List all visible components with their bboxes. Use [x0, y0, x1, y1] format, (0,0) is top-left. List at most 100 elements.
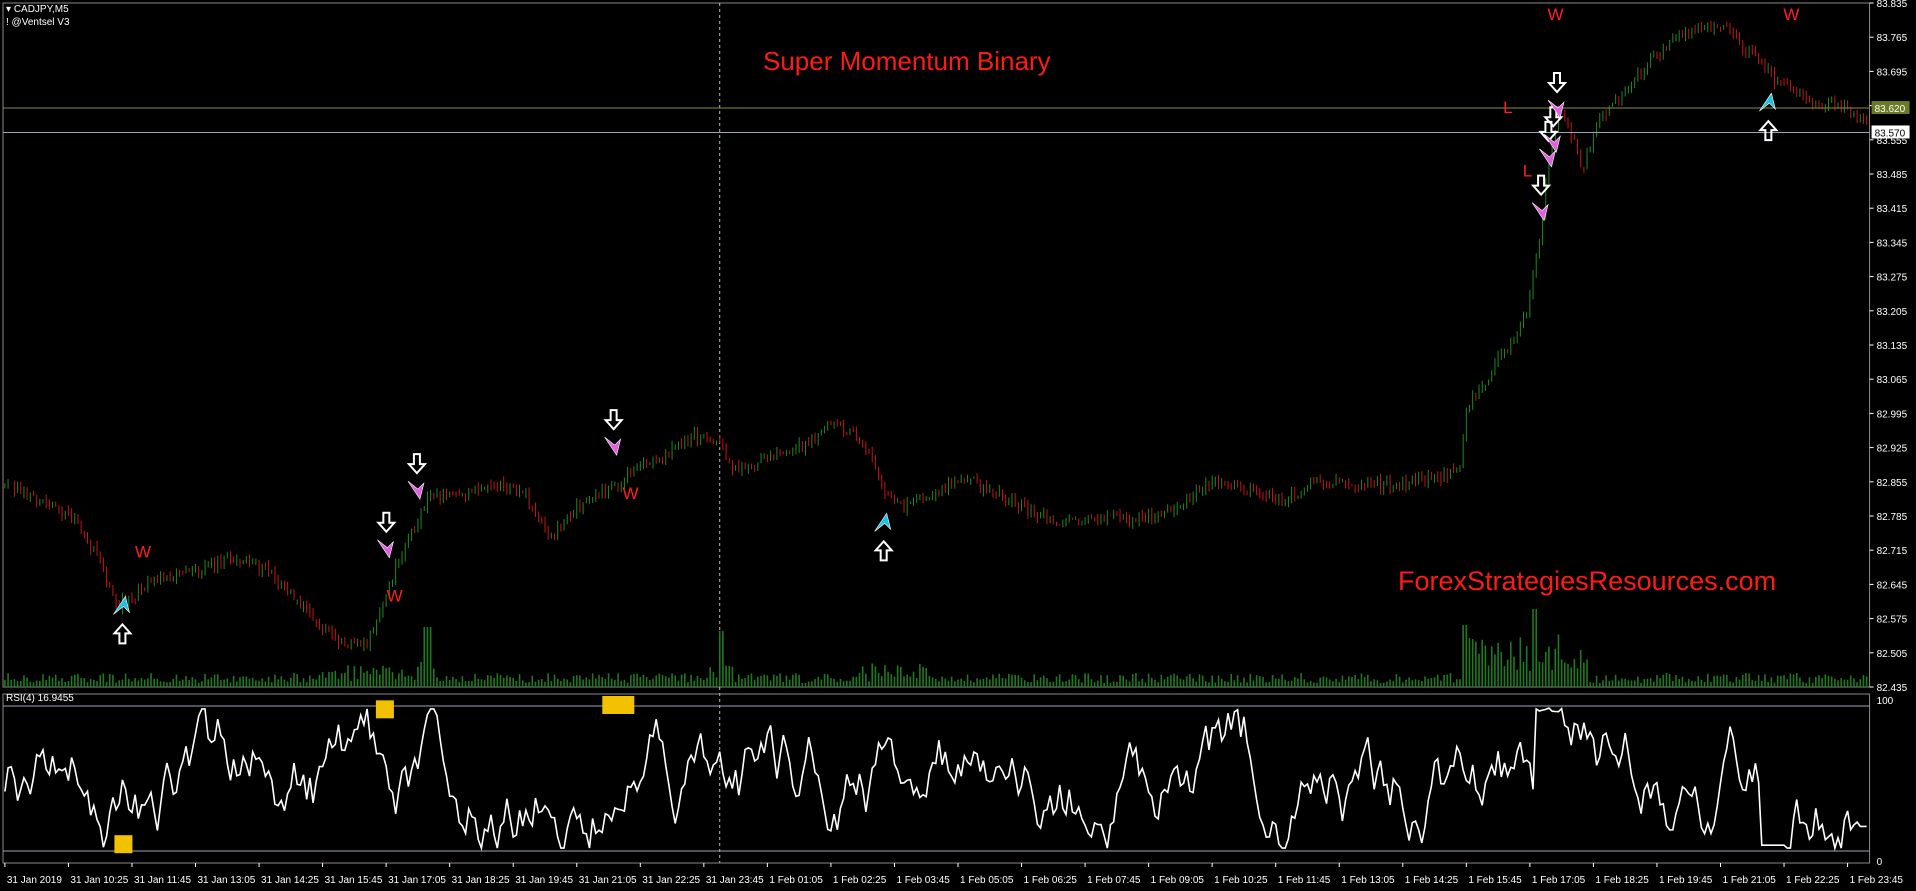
- price-axis-label: 83.485: [1877, 170, 1908, 181]
- win-label: W: [622, 484, 638, 503]
- time-axis-label: 1 Feb 11:45: [1278, 875, 1331, 886]
- price-axis-label: 82.855: [1877, 478, 1908, 489]
- price-level-lines: [3, 107, 1870, 133]
- price-axis-label: 82.435: [1877, 683, 1908, 694]
- hollow-down-arrow-icon: [1530, 174, 1552, 197]
- price-axis-label: 83.695: [1877, 67, 1908, 78]
- rsi-line: [4, 706, 1867, 852]
- symbol-header[interactable]: ▾ CADJPY,M5: [6, 4, 69, 15]
- sell-arrow-icon: [1544, 134, 1561, 153]
- candlesticks: [4, 20, 1868, 652]
- price-marker-box: [1871, 101, 1910, 115]
- time-axis-label: 1 Feb 22:25: [1786, 875, 1840, 886]
- price-axis-label: 82.995: [1877, 409, 1908, 420]
- rsi-alert-box: [602, 696, 635, 714]
- time-axis-label: 1 Feb 19:45: [1659, 875, 1713, 886]
- hollow-up-arrow-icon: [873, 539, 894, 562]
- sell-arrow-icon: [377, 539, 394, 559]
- hollow-up-arrow-icon: [1758, 119, 1779, 142]
- signal-markers: W W W W W L L: [112, 5, 1799, 645]
- time-axis-label: 1 Feb 15:45: [1468, 875, 1522, 886]
- sell-arrow-icon: [1539, 148, 1556, 168]
- loss-label: L: [1523, 161, 1532, 180]
- price-axis-label: 83.065: [1877, 375, 1908, 386]
- rsi-axis-label: 0: [1877, 857, 1883, 868]
- hollow-up-arrow-icon: [112, 622, 133, 645]
- price-axis-label: 83.275: [1877, 273, 1908, 284]
- price-axis-label: 83.415: [1877, 204, 1908, 215]
- time-axis-label: 1 Feb 14:25: [1405, 875, 1459, 886]
- sell-arrow-icon: [1531, 202, 1549, 222]
- price-axis-label: 83.135: [1877, 341, 1908, 352]
- price-axis-label: 82.645: [1877, 580, 1908, 591]
- rsi-alert-box: [114, 835, 133, 854]
- price-axis-label: 83.835: [1877, 0, 1908, 10]
- time-axis-label: 31 Jan 21:05: [579, 875, 637, 886]
- price-marker-label: 83.570: [1875, 128, 1906, 139]
- price-marker-box: [1871, 125, 1910, 139]
- rsi-axis-label: 100: [1877, 696, 1894, 707]
- price-axis-label: 82.715: [1877, 546, 1908, 557]
- time-axis-label: 1 Feb 17:05: [1532, 875, 1586, 886]
- price-axis-label: 83.345: [1877, 238, 1908, 249]
- watermark-text: ForexStrategiesResources.com: [1398, 566, 1777, 596]
- price-axis-label: 83.765: [1877, 33, 1908, 44]
- buy-arrow-icon: [874, 512, 892, 532]
- rsi-panel: [3, 696, 1870, 854]
- collapse-triangle-icon[interactable]: ▾: [6, 4, 12, 15]
- sell-arrow-icon: [407, 480, 425, 500]
- hollow-down-arrow-icon: [376, 511, 397, 534]
- hollow-down-arrow-icon: [603, 409, 624, 431]
- rsi-panel-border: [2, 693, 1871, 864]
- sell-arrow-icon: [1547, 99, 1565, 119]
- chart-title: Super Momentum Binary: [763, 46, 1051, 76]
- buy-arrow-icon: [113, 595, 130, 615]
- time-axis-label: 1 Feb 06:25: [1024, 875, 1078, 886]
- buy-arrow-icon: [1759, 92, 1776, 112]
- time-axis-label: 31 Jan 15:45: [325, 875, 383, 886]
- price-axis-label: 83.555: [1877, 136, 1908, 147]
- volume-bars: [4, 609, 1868, 687]
- time-axis-label: 1 Feb 23:45: [1850, 875, 1904, 886]
- time-axis-label: 1 Feb 10:25: [1214, 875, 1268, 886]
- price-axis-label: 82.575: [1877, 615, 1908, 626]
- time-axis-label: 31 Jan 19:45: [515, 875, 573, 886]
- win-label: W: [1783, 5, 1799, 24]
- price-axis-label: 82.785: [1877, 512, 1908, 523]
- time-axis-label: 31 Jan 14:25: [261, 875, 319, 886]
- win-label: W: [1548, 5, 1564, 24]
- time-axis-label: 1 Feb 21:05: [1722, 875, 1776, 886]
- time-axis-label: 31 Jan 18:25: [452, 875, 510, 886]
- time-axis-label: 31 Jan 17:05: [388, 875, 446, 886]
- time-axis-label: 31 Jan 13:05: [198, 875, 256, 886]
- time-axis-label: 31 Jan 11:45: [134, 875, 192, 886]
- hollow-down-arrow-icon: [1546, 72, 1568, 94]
- time-axis-label: 1 Feb 02:25: [833, 875, 887, 886]
- axes: 83.83583.76583.69583.62583.55583.48583.4…: [4, 0, 1910, 886]
- symbol-label: CADJPY,M5: [13, 4, 69, 15]
- price-axis-label: 82.505: [1877, 649, 1908, 660]
- time-axis-label: 31 Jan 10:25: [70, 875, 128, 886]
- win-label: W: [387, 587, 403, 606]
- price-axis-label: 83.205: [1877, 307, 1908, 318]
- win-label: W: [135, 543, 151, 562]
- time-axis-label: 31 Jan 2019: [7, 875, 62, 886]
- time-axis-label: 1 Feb 13:05: [1341, 875, 1395, 886]
- time-axis-label: 31 Jan 23:45: [706, 875, 764, 886]
- time-axis-label: 1 Feb 01:05: [769, 875, 823, 886]
- time-axis-label: 1 Feb 05:05: [960, 875, 1014, 886]
- indicator-label: ! @Ventsel V3: [6, 17, 70, 28]
- time-axis-label: 31 Jan 22:25: [642, 875, 700, 886]
- time-axis-label: 1 Feb 03:45: [896, 875, 950, 886]
- sell-arrow-icon: [604, 436, 622, 456]
- time-axis-label: 1 Feb 09:05: [1151, 875, 1205, 886]
- price-marker-label: 83.620: [1875, 104, 1906, 115]
- hollow-down-arrow-icon: [406, 453, 428, 475]
- price-axis-label: 82.925: [1877, 444, 1908, 455]
- time-axis-label: 1 Feb 07:45: [1087, 875, 1141, 886]
- rsi-alert-box: [375, 700, 394, 719]
- rsi-label: RSI(4) 16.9455: [6, 693, 74, 704]
- time-axis-label: 1 Feb 18:25: [1595, 875, 1649, 886]
- loss-label: L: [1503, 98, 1512, 117]
